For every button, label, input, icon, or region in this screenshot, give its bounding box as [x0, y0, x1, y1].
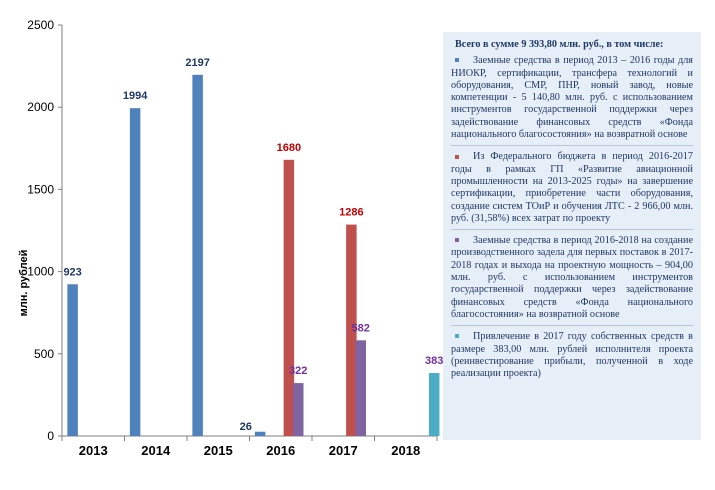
data-label: 1680 — [277, 142, 301, 154]
bar — [346, 224, 357, 436]
panel-title: Всего в сумме 9 393,80 млн. руб., в том … — [455, 39, 664, 50]
note-text: Привлечение в 2017 году собственных сред… — [451, 331, 693, 380]
x-tick-label: 2014 — [141, 443, 171, 458]
x-tick-label: 2013 — [79, 443, 108, 458]
x-tick-label: 2016 — [266, 443, 295, 458]
data-label: 26 — [240, 421, 252, 433]
note-item: Привлечение в 2017 году собственных сред… — [451, 331, 693, 384]
x-tick-label: 2017 — [329, 443, 358, 458]
x-tick-label: 2018 — [391, 443, 420, 458]
data-label: 1994 — [123, 90, 148, 102]
bar — [283, 159, 295, 437]
chart-labels: 923 1994 2197 26 1680 1286 322 582 383 — [63, 57, 443, 433]
data-label: 383 — [425, 355, 443, 367]
y-tick-label: 1000 — [27, 265, 54, 279]
data-label: 322 — [289, 365, 307, 377]
chart-bars — [67, 74, 440, 437]
bar — [254, 431, 266, 436]
y-tick-label: 2000 — [27, 100, 54, 114]
bar — [428, 373, 440, 436]
note-text: Заемные средства в период 2016-2018 на с… — [451, 235, 693, 320]
bar — [67, 284, 78, 436]
data-label: 582 — [352, 322, 370, 334]
bar — [293, 383, 304, 436]
bullet-icon — [455, 334, 459, 339]
note-item: Из Федерального бюджета в период 2016-20… — [451, 151, 693, 231]
y-tick-label: 0 — [47, 429, 54, 443]
info-panel: Всего в сумме 9 393,80 млн. руб., в том … — [443, 32, 701, 440]
data-label: 1286 — [339, 207, 363, 219]
bullet-icon — [455, 238, 459, 243]
chart-axes: 0 500 1000 1500 2000 2500 2013 2014 2015 2016 2017… — [27, 18, 438, 458]
note-item: Заемные средства в период 2016-2018 на с… — [451, 235, 693, 327]
note-text: Заемные средства в период 2013 – 2016 го… — [451, 55, 693, 141]
bullet-icon — [455, 58, 459, 63]
bar — [355, 340, 366, 436]
y-tick-label: 1500 — [27, 182, 54, 196]
y-axis-title: млн. рублей — [18, 250, 30, 317]
note-text: Из Федерального бюджета в период 2016-20… — [451, 151, 693, 224]
bullet-icon — [455, 154, 459, 159]
y-tick-label: 500 — [34, 347, 54, 361]
note-item: Заемные средства в период 2013 – 2016 го… — [451, 55, 693, 147]
data-label: 2197 — [185, 57, 209, 69]
bar — [129, 108, 141, 436]
bar — [192, 74, 203, 436]
y-tick-label: 2500 — [27, 18, 54, 32]
data-label: 923 — [63, 266, 81, 278]
x-tick-label: 2015 — [204, 443, 233, 458]
